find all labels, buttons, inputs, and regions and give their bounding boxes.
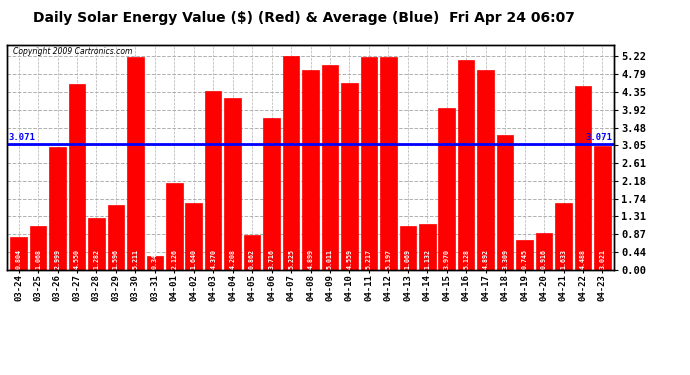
Text: 2.999: 2.999 xyxy=(55,249,61,269)
Text: 5.011: 5.011 xyxy=(327,249,333,269)
Bar xyxy=(361,57,377,270)
Bar xyxy=(146,256,163,270)
Text: 4.208: 4.208 xyxy=(230,249,236,269)
Bar xyxy=(49,147,66,270)
Text: 3.309: 3.309 xyxy=(502,249,508,269)
Text: 1.068: 1.068 xyxy=(35,249,41,269)
Text: 3.716: 3.716 xyxy=(268,249,275,269)
Bar xyxy=(108,205,124,270)
Text: 3.021: 3.021 xyxy=(600,249,605,269)
Text: 0.346: 0.346 xyxy=(152,249,158,269)
Text: 1.069: 1.069 xyxy=(405,249,411,269)
Text: Copyright 2009 Cartronics.com: Copyright 2009 Cartronics.com xyxy=(13,47,132,56)
Bar xyxy=(244,235,260,270)
Bar xyxy=(516,240,533,270)
Text: 3.071: 3.071 xyxy=(585,132,612,141)
Bar xyxy=(166,183,183,270)
Bar xyxy=(575,86,591,270)
Text: 0.745: 0.745 xyxy=(522,249,528,269)
Bar xyxy=(380,57,397,270)
Bar xyxy=(477,70,494,270)
Text: 4.892: 4.892 xyxy=(482,249,489,269)
Bar xyxy=(30,226,46,270)
Bar xyxy=(341,84,357,270)
Text: 4.488: 4.488 xyxy=(580,249,586,269)
Bar xyxy=(224,98,241,270)
Text: 4.550: 4.550 xyxy=(74,249,80,269)
Text: 3.071: 3.071 xyxy=(9,132,36,141)
Text: 0.804: 0.804 xyxy=(16,249,21,269)
Text: 5.211: 5.211 xyxy=(132,249,139,269)
Text: 1.282: 1.282 xyxy=(93,249,99,269)
Bar xyxy=(283,56,299,270)
Bar xyxy=(88,217,105,270)
Text: 4.559: 4.559 xyxy=(346,249,353,269)
Text: 1.633: 1.633 xyxy=(560,249,566,269)
Text: 1.640: 1.640 xyxy=(190,249,197,269)
Bar xyxy=(186,203,202,270)
Bar xyxy=(127,57,144,270)
Bar xyxy=(205,91,221,270)
Text: 5.128: 5.128 xyxy=(463,249,469,269)
Text: 1.132: 1.132 xyxy=(424,249,431,269)
Bar xyxy=(594,146,611,270)
Bar xyxy=(10,237,27,270)
Bar xyxy=(400,226,416,270)
Text: 4.370: 4.370 xyxy=(210,249,216,269)
Bar xyxy=(69,84,86,270)
Text: 0.916: 0.916 xyxy=(541,249,547,269)
Bar xyxy=(438,108,455,270)
Text: 3.970: 3.970 xyxy=(444,249,450,269)
Text: 4.899: 4.899 xyxy=(308,249,313,269)
Bar xyxy=(419,224,435,270)
Text: Daily Solar Energy Value ($) (Red) & Average (Blue)  Fri Apr 24 06:07: Daily Solar Energy Value ($) (Red) & Ave… xyxy=(32,11,575,25)
Text: 1.596: 1.596 xyxy=(113,249,119,269)
Text: 5.217: 5.217 xyxy=(366,249,372,269)
Bar xyxy=(535,232,552,270)
Text: 0.862: 0.862 xyxy=(249,249,255,269)
Bar xyxy=(302,70,319,270)
Text: 5.197: 5.197 xyxy=(385,249,391,269)
Bar xyxy=(458,60,475,270)
Text: 2.126: 2.126 xyxy=(171,249,177,269)
Bar xyxy=(264,118,280,270)
Bar xyxy=(555,203,572,270)
Bar xyxy=(497,135,513,270)
Bar xyxy=(322,65,338,270)
Text: 5.225: 5.225 xyxy=(288,249,294,269)
